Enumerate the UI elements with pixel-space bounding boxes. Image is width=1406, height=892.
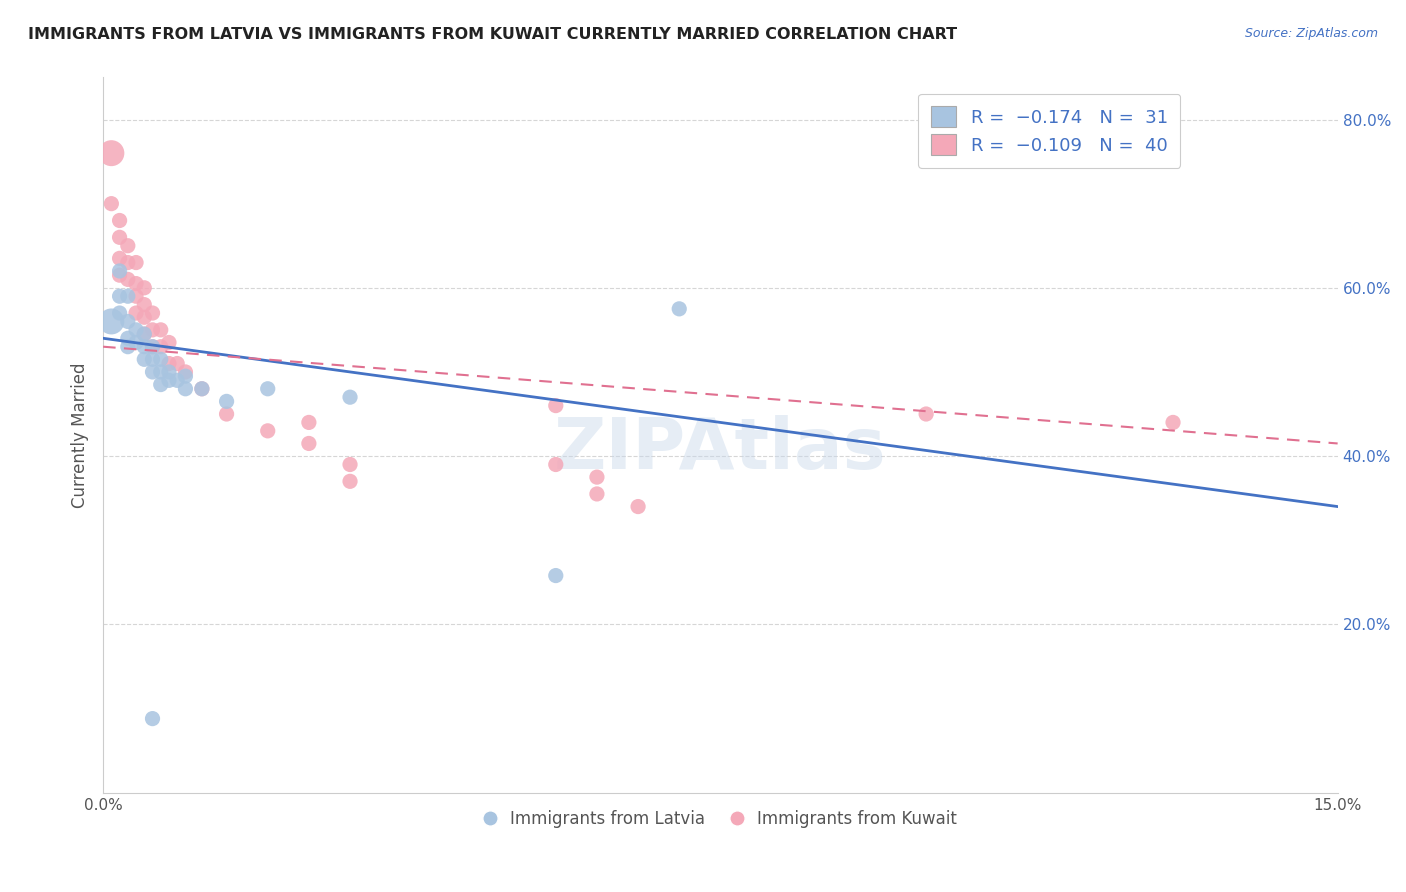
Point — [166, 357, 188, 371]
Point — [134, 298, 156, 312]
Point — [108, 264, 131, 278]
Point — [166, 373, 188, 387]
Point — [157, 373, 180, 387]
Point — [134, 352, 156, 367]
Point — [141, 340, 163, 354]
Point — [157, 365, 180, 379]
Y-axis label: Currently Married: Currently Married — [72, 362, 89, 508]
Text: IMMIGRANTS FROM LATVIA VS IMMIGRANTS FROM KUWAIT CURRENTLY MARRIED CORRELATION C: IMMIGRANTS FROM LATVIA VS IMMIGRANTS FRO… — [28, 27, 957, 42]
Point — [117, 272, 139, 286]
Point — [141, 323, 163, 337]
Point — [117, 340, 139, 354]
Point — [134, 310, 156, 325]
Point — [125, 255, 148, 269]
Point — [141, 352, 163, 367]
Point — [134, 281, 156, 295]
Point — [668, 301, 690, 316]
Point — [117, 331, 139, 345]
Point — [1161, 416, 1184, 430]
Point — [174, 382, 197, 396]
Point — [149, 323, 172, 337]
Text: Source: ZipAtlas.com: Source: ZipAtlas.com — [1244, 27, 1378, 40]
Point — [141, 340, 163, 354]
Point — [134, 340, 156, 354]
Point — [191, 382, 214, 396]
Point — [339, 458, 361, 472]
Point — [117, 238, 139, 252]
Point — [586, 470, 609, 484]
Point — [141, 306, 163, 320]
Point — [256, 424, 278, 438]
Point — [100, 314, 122, 328]
Point — [141, 712, 163, 726]
Text: ZIPAtlas: ZIPAtlas — [554, 415, 887, 483]
Point — [544, 458, 567, 472]
Point — [125, 335, 148, 350]
Point — [149, 352, 172, 367]
Point — [125, 323, 148, 337]
Point — [544, 399, 567, 413]
Point — [134, 327, 156, 342]
Point — [108, 268, 131, 282]
Point — [586, 487, 609, 501]
Point — [108, 252, 131, 266]
Legend: Immigrants from Latvia, Immigrants from Kuwait: Immigrants from Latvia, Immigrants from … — [477, 803, 963, 834]
Point — [174, 365, 197, 379]
Point — [117, 314, 139, 328]
Point — [125, 289, 148, 303]
Point — [256, 382, 278, 396]
Point — [339, 475, 361, 489]
Point — [108, 306, 131, 320]
Point — [149, 365, 172, 379]
Point — [134, 327, 156, 342]
Point — [149, 340, 172, 354]
Point — [157, 335, 180, 350]
Point — [108, 230, 131, 244]
Point — [298, 416, 321, 430]
Point — [544, 568, 567, 582]
Point — [108, 289, 131, 303]
Point — [100, 196, 122, 211]
Point — [149, 377, 172, 392]
Point — [100, 146, 122, 161]
Point — [298, 436, 321, 450]
Point — [108, 213, 131, 227]
Point — [915, 407, 938, 421]
Point — [191, 382, 214, 396]
Point — [215, 394, 238, 409]
Point — [215, 407, 238, 421]
Point — [117, 255, 139, 269]
Point — [117, 289, 139, 303]
Point — [339, 390, 361, 404]
Point — [627, 500, 650, 514]
Point — [125, 277, 148, 291]
Point — [157, 357, 180, 371]
Point — [141, 365, 163, 379]
Point — [174, 369, 197, 384]
Point — [125, 306, 148, 320]
